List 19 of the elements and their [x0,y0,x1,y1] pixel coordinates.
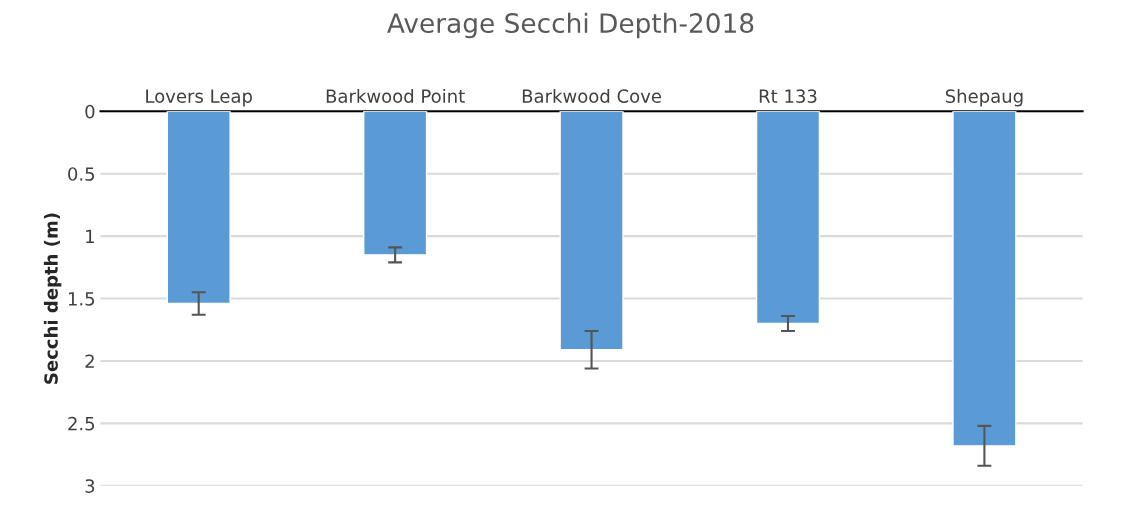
bar [166,111,231,305]
x-tick-label: Lovers Leap [146,89,252,107]
y-tick-label: 2 [85,354,94,368]
chart-title: Average Secchi Depth-2018 [387,12,754,39]
y-tick-label: 3 [85,479,95,493]
bar [363,111,428,256]
y-tick-label: 1 [86,229,94,243]
x-tick-label: Rt 133 [759,89,817,103]
bar [755,111,821,325]
x-tick-label: Barkwood Cove [522,88,662,103]
bar [952,111,1017,447]
x-tick-label: Barkwood Point [326,88,465,103]
y-tick-label: 1.5 [68,292,95,306]
bar [559,111,624,351]
y-axis-title: Secchi depth (m) [43,213,62,384]
x-tick-label: Shepaug [945,88,1023,107]
y-tick-label: 0.5 [68,167,95,181]
y-tick-label: 0 [85,104,95,119]
y-tick-label: 2.5 [68,416,95,431]
